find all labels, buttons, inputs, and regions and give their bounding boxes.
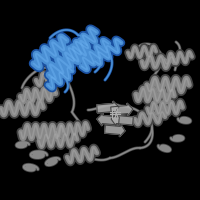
Polygon shape xyxy=(97,101,119,114)
Polygon shape xyxy=(105,124,125,137)
Polygon shape xyxy=(111,113,133,126)
Polygon shape xyxy=(97,113,119,126)
Polygon shape xyxy=(111,103,133,116)
